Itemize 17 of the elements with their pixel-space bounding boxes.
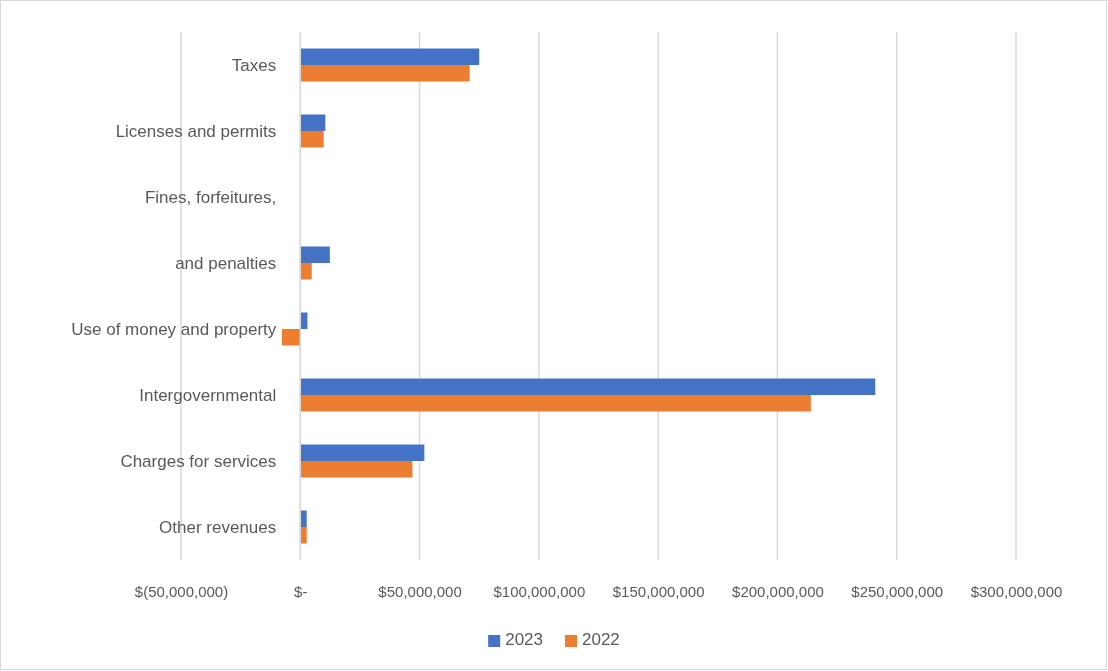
y-tick-label: Taxes [231,55,277,75]
legend-label: 2023 [505,630,543,649]
x-tick-label: $- [294,582,308,600]
y-tick-label: Intergovernmental [139,385,277,405]
y-tick-label: Other revenues [159,517,277,537]
category-label: Fines, forfeitures, and penalties [144,187,277,273]
x-tick-label: $100,000,000 [493,582,586,600]
y-tick-label: Use of money and property [71,319,277,339]
x-tick-label: $150,000,000 [612,582,705,600]
x-tick-label: $250,000,000 [851,582,944,600]
y-tick-label: Charges for services [120,451,277,471]
y-tick-label: Licenses and permits [115,121,277,141]
legend-label: 2022 [582,630,620,649]
x-tick-label: $(50,000,000) [134,582,229,600]
x-tick-label: $200,000,000 [732,582,824,600]
x-tick-label: $300,000,000 [970,582,1063,600]
x-tick-label: $50,000,000 [378,582,462,600]
